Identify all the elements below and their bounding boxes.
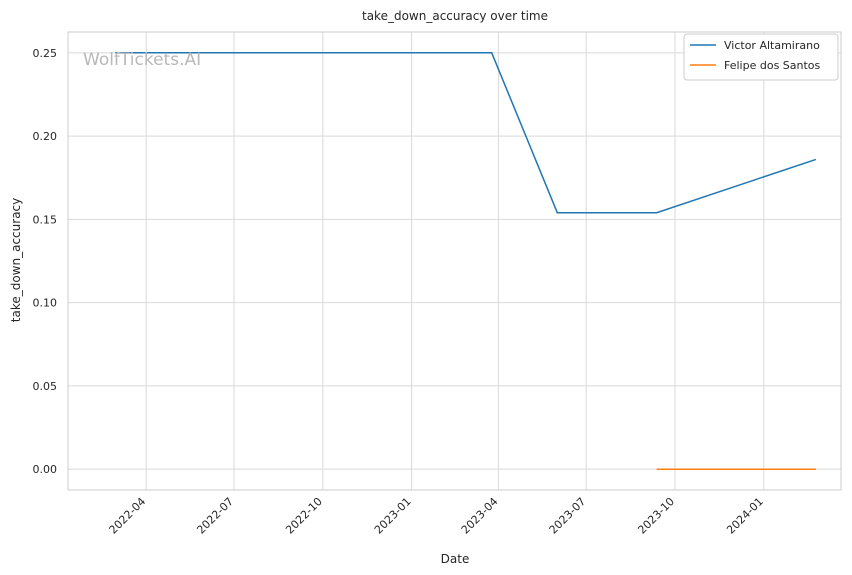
y-tick-label: 0.20 [33,130,58,143]
y-tick-label: 0.05 [33,380,58,393]
x-tick-label: 2024-01 [724,495,766,537]
series-line-0 [115,52,817,214]
y-tick-label: 0.00 [33,463,58,476]
y-tick-label: 0.25 [33,47,58,60]
x-axis-ticks: 2022-04 2022-07 2022-10 2023-01 2023-04 2023-… [107,495,766,537]
legend-box [683,33,839,81]
x-tick-label: 2023-04 [459,495,501,537]
x-tick-label: 2023-01 [372,495,414,537]
grid-lines [68,32,841,490]
y-tick-label: 0.10 [33,297,58,310]
legend-label-0: Victor Altamirano [724,39,820,52]
y-axis-ticks: 0.00 0.05 0.10 0.15 0.20 0.25 [33,47,58,476]
x-tick-label: 2023-07 [547,495,589,537]
y-axis-label: take_down_accuracy [9,198,23,322]
x-tick-label: 2023-10 [635,495,677,537]
x-tick-label: 2022-04 [107,495,149,537]
series-lines [115,52,817,470]
plot-frame [67,31,842,491]
watermark: WolfTickets.AI [83,50,201,70]
x-axis-label: Date [441,552,470,566]
legend: Victor Altamirano Felipe dos Santos [683,33,839,81]
y-tick-label: 0.15 [33,213,58,226]
x-tick-label: 2022-07 [194,495,236,537]
chart-title: take_down_accuracy over time [362,9,548,23]
legend-label-1: Felipe dos Santos [724,59,821,72]
x-tick-label: 2022-10 [283,495,325,537]
